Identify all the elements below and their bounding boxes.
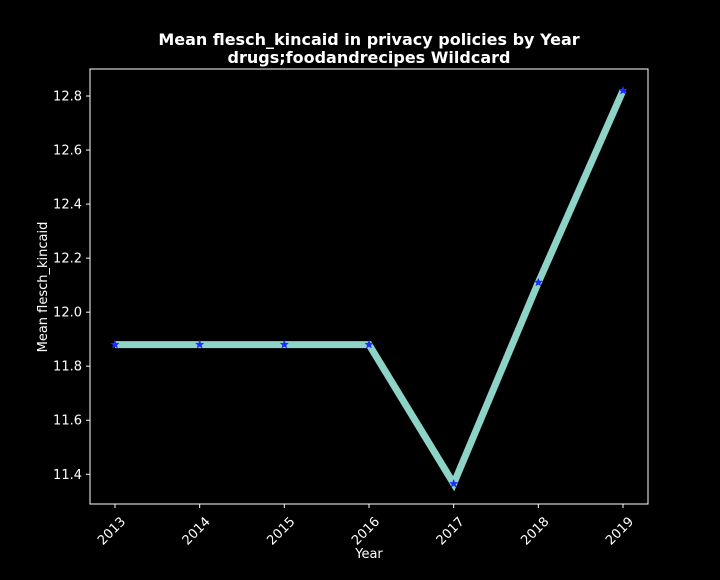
data-point-marker xyxy=(618,85,628,95)
y-tick-label: 12.8 xyxy=(53,90,82,105)
y-axis-label: Mean flesch_kincaid xyxy=(36,222,51,353)
y-tick-label: 12.2 xyxy=(53,252,82,267)
y-tick-label: 12.4 xyxy=(53,198,82,213)
chart-subtitle: drugs;foodandrecipes Wildcard xyxy=(228,48,511,67)
y-tick-label: 12.6 xyxy=(53,144,82,159)
data-point-marker xyxy=(533,277,543,287)
data-point-marker xyxy=(110,339,120,349)
y-tick-label: 12.0 xyxy=(53,306,82,321)
chart-title: Mean flesch_kincaid in privacy policies … xyxy=(158,30,579,49)
data-point-marker xyxy=(195,339,205,349)
y-tick-label: 11.8 xyxy=(53,360,82,375)
data-point-marker xyxy=(449,478,459,488)
y-tick-label: 11.4 xyxy=(53,468,82,483)
data-point-marker xyxy=(279,339,289,349)
x-axis-label: Year xyxy=(354,547,383,562)
data-point-marker xyxy=(364,339,374,349)
y-tick-label: 11.6 xyxy=(53,414,82,429)
